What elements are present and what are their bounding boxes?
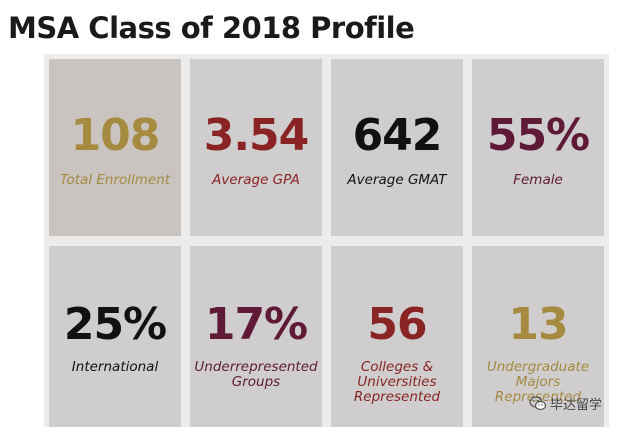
- stat-tile-international: 25% International: [49, 246, 181, 427]
- stat-value: 108: [70, 110, 161, 161]
- stat-value: 55%: [486, 110, 590, 161]
- stat-value: 642: [352, 110, 443, 161]
- stat-label: Average GMAT: [347, 172, 447, 188]
- stat-value: 17%: [204, 299, 308, 350]
- stat-tile-total-enrollment: 108 Total Enrollment: [49, 59, 181, 236]
- stat-label: Colleges & Universities Represented: [353, 359, 441, 405]
- stat-label: Total Enrollment: [59, 172, 171, 188]
- stat-value: 13: [508, 299, 568, 350]
- stat-tile-average-gpa: 3.54 Average GPA: [190, 59, 322, 236]
- stat-value: 56: [367, 299, 427, 350]
- stat-value: 25%: [63, 299, 167, 350]
- stat-tile-female: 55% Female: [472, 59, 604, 236]
- stats-grid: 108 Total Enrollment 3.54 Average GPA 64…: [44, 54, 609, 427]
- watermark-text: 毕达留学: [550, 398, 603, 413]
- watermark: 毕达留学: [529, 394, 602, 413]
- stat-tile-underrepresented-groups: 17% Underrepresented Groups: [190, 246, 322, 427]
- stat-tile-average-gmat: 642 Average GMAT: [331, 59, 463, 236]
- stat-label: International: [71, 359, 159, 375]
- stat-label: Underrepresented Groups: [194, 359, 318, 390]
- page-title: MSA Class of 2018 Profile: [8, 11, 415, 45]
- stat-label: Female: [513, 172, 563, 188]
- wechat-icon: [529, 396, 547, 411]
- stat-label: Average GPA: [212, 172, 300, 188]
- stat-tile-colleges: 56 Colleges & Universities Represented: [331, 246, 463, 427]
- stat-value: 3.54: [203, 110, 310, 161]
